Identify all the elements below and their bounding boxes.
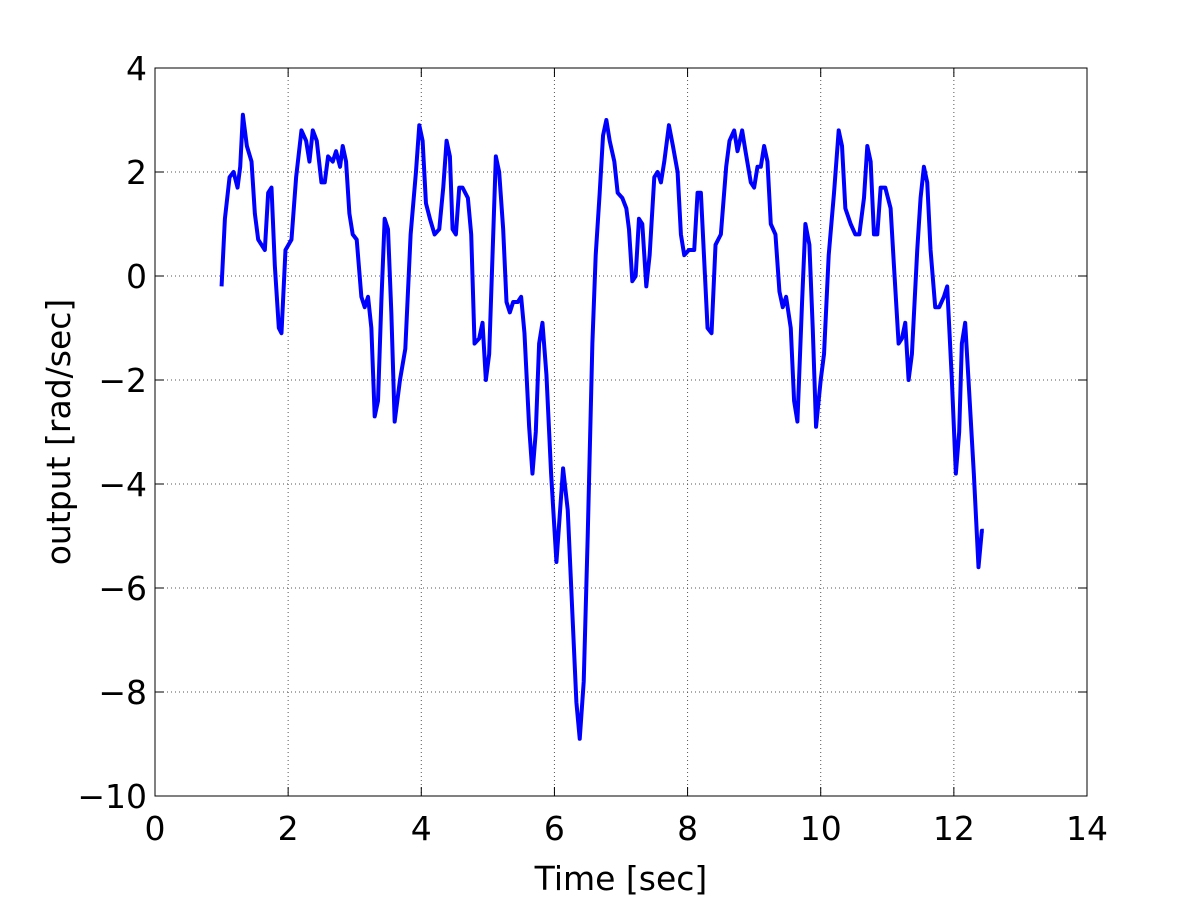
y-tick-label: −8 <box>98 673 147 712</box>
y-tick-label: 4 <box>126 49 147 88</box>
y-axis-label: output [rad/sec] <box>39 299 78 566</box>
x-tick-label: 2 <box>278 809 299 848</box>
y-tick-label: −10 <box>77 777 147 816</box>
x-tick-label: 12 <box>933 809 975 848</box>
x-tick-label: 8 <box>677 809 698 848</box>
x-tick-label: 6 <box>544 809 565 848</box>
x-tick-label: 14 <box>1066 809 1108 848</box>
x-axis-label: Time [sec] <box>534 859 708 898</box>
y-tick-label: 2 <box>126 153 147 192</box>
plot-frame <box>154 67 1088 797</box>
data-line <box>219 112 984 741</box>
x-tick-label: 4 <box>411 809 432 848</box>
y-tick-label: 0 <box>126 257 147 296</box>
y-tick-label: −2 <box>98 361 147 400</box>
x-tick-label: 10 <box>800 809 842 848</box>
y-tick-label: −6 <box>98 569 147 608</box>
x-tick-label: 0 <box>145 809 166 848</box>
y-tick-label: −4 <box>98 465 147 504</box>
